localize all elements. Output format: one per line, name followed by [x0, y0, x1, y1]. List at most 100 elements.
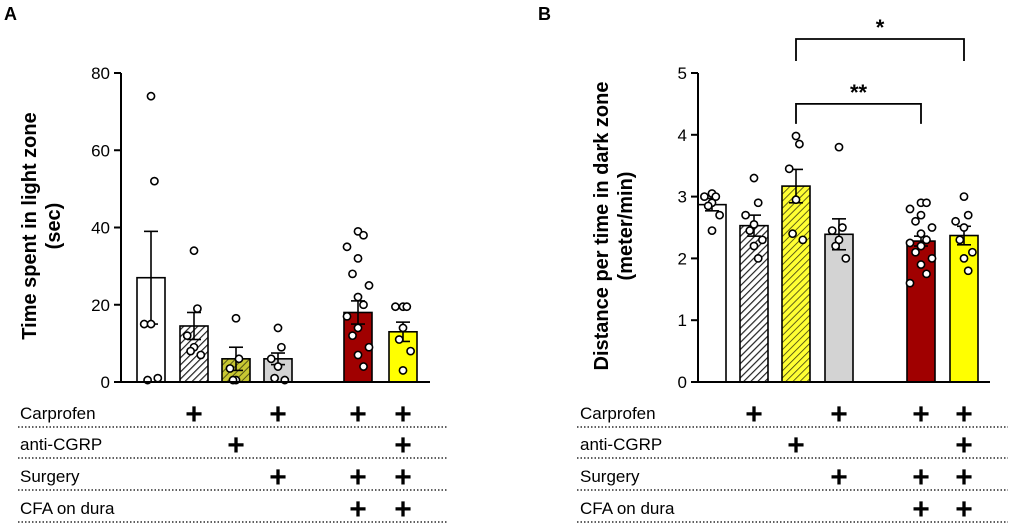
panel-b-significance: ***: [795, 15, 965, 124]
panel-b-condition-mark-1-6: +: [955, 398, 973, 431]
panel-a-point-2-6: [196, 350, 206, 360]
panel-b-points: [700, 131, 977, 288]
panel-b-ylabel-line2: (meter/min): [615, 172, 637, 281]
panel-b-ytick-label-3: 3: [678, 188, 687, 207]
panel-b-point-1-2: [711, 192, 721, 201]
panel-b-point-5-3: [905, 204, 915, 214]
panel-b-point-3-3: [784, 164, 794, 174]
panel-a-point-4-1: [273, 323, 283, 333]
panel-a-conditions-table: Carprofen + + + +anti-CGRP + +Surgery + + +CFA on…: [18, 398, 448, 526]
panel-a-condition-label-4: CFA on dura: [20, 499, 115, 518]
panel-b-point-2-3: [741, 210, 750, 220]
panel-a-point-6-5: [394, 335, 404, 344]
panel-a-point-5-5: [348, 269, 357, 279]
panel-a-point-5-13: [353, 350, 363, 360]
panel-a-ytick-label-3: 60: [91, 141, 110, 160]
panel-b-point-1-6: [715, 210, 724, 220]
panel-a-point-5-12: [364, 342, 374, 352]
panel-b-point-6-5: [955, 235, 965, 245]
panel-a-ytick-label-2: 40: [91, 219, 110, 238]
panel-b-point-2-1: [749, 173, 759, 183]
panel-b-point-5-15: [905, 278, 915, 288]
panel-b-condition-mark-4-5: +: [912, 493, 930, 526]
panel-b-condition-label-4: CFA on dura: [580, 499, 675, 518]
panel-b-point-4-1: [834, 142, 844, 152]
panel-a-bars: [136, 230, 418, 383]
panel-b-condition-mark-2-6: +: [955, 429, 973, 462]
panel-b-point-3-5: [788, 229, 797, 239]
panel-b-point-6-8: [963, 266, 973, 276]
panel-b-sig-bracket-2: [795, 103, 922, 124]
panel-a-point-3-1: [231, 313, 241, 323]
panel-b-point-3-2: [795, 139, 804, 149]
panel-a-point-5-6: [364, 281, 374, 290]
panel-a-point-1-2: [149, 176, 159, 186]
panel-a-point-5-3: [342, 242, 352, 252]
panel-a-point-5-14: [359, 362, 368, 371]
panel-a-point-4-2: [276, 342, 286, 352]
panel-a-point-6-3: [390, 302, 400, 312]
panel-a-point-5-7: [353, 292, 363, 302]
panel-b-point-5-2: [922, 198, 931, 208]
panel-b-point-5-7: [916, 229, 926, 239]
panel-b-point-2-6: [758, 235, 767, 245]
panel-b-condition-mark-3-5: +: [912, 461, 930, 494]
panel-b-condition-mark-1-2: +: [745, 398, 763, 431]
panel-a-points: [139, 91, 415, 385]
panel-b-ytick-label-2: 2: [678, 249, 687, 268]
panel-b-ytick-label-4: 4: [678, 126, 687, 145]
panel-b-condition-label-3: Surgery: [580, 467, 640, 486]
panel-b-point-2-7: [749, 241, 759, 251]
panel-b-point-5-4: [916, 210, 926, 220]
panel-a-point-2-3: [182, 331, 192, 341]
panel-b-point-1-5: [703, 201, 713, 211]
panel-b-point-5-11: [911, 247, 920, 257]
panel-a-condition-mark-3-5: +: [349, 461, 367, 494]
panel-b-point-1-3: [700, 192, 709, 201]
panel-a-condition-mark-1-6: +: [394, 398, 412, 431]
panel-b-point-4-3: [827, 226, 837, 235]
panel-a-y-ticks: 0 20 40 60 80: [91, 64, 121, 392]
panel-a-point-1-4: [146, 319, 156, 329]
panel-b-bar-3: [781, 185, 811, 383]
panel-b-point-3-6: [798, 235, 808, 245]
panel-b-point-2-8: [753, 253, 763, 263]
panel-a-letter: A: [4, 4, 17, 24]
panel-a-condition-mark-2-6: +: [394, 429, 412, 462]
panel-a-ytick-label-4: 80: [91, 64, 110, 83]
panel-a-point-5-2: [359, 230, 368, 240]
panel-a-point-5-10: [353, 323, 363, 333]
panel-a: A Time spent in light zone (sec) 0 20 40 60…: [4, 4, 448, 526]
panel-b-condition-mark-3-4: +: [830, 461, 848, 494]
panel-a-point-5-4: [353, 253, 363, 263]
panel-b-point-5-12: [927, 253, 937, 263]
panel-a-point-5-11: [348, 331, 357, 341]
panel-b-condition-mark-1-4: +: [830, 398, 848, 431]
panel-b-condition-mark-2-3: +: [787, 429, 805, 462]
panel-b-condition-mark-3-6: +: [955, 461, 973, 494]
panel-a-point-2-1: [189, 246, 199, 256]
panel-b-point-4-2: [838, 223, 847, 232]
panel-b-condition-label-1: Carprofen: [580, 404, 656, 423]
panel-a-point-6-2: [402, 302, 412, 312]
panel-a-point-1-6: [153, 373, 163, 383]
panel-b-sig-label-1: *: [876, 15, 885, 40]
panel-b-point-3-1: [791, 131, 801, 141]
panel-a-condition-mark-2-3: +: [227, 429, 245, 462]
panel-b-point-1-7: [707, 226, 717, 235]
panel-b-axes: [697, 73, 990, 383]
panel-a-condition-mark-3-4: +: [269, 461, 287, 494]
panel-a-point-2-2: [192, 304, 202, 314]
panel-b-point-5-5: [911, 216, 920, 226]
panel-b-point-4-6: [841, 253, 851, 263]
panel-a-ylabel-line2: (sec): [43, 203, 65, 250]
panel-b-point-5-14: [922, 269, 931, 279]
panel-a-condition-label-3: Surgery: [20, 467, 80, 486]
panel-a-ytick-label-1: 20: [91, 296, 110, 315]
panel-b-point-6-7: [959, 253, 969, 263]
panel-b-point-2-2: [753, 198, 763, 208]
panel-b-point-6-2: [963, 210, 973, 220]
panel-b-point-5-13: [916, 260, 926, 269]
panel-b-bars: [697, 168, 979, 383]
